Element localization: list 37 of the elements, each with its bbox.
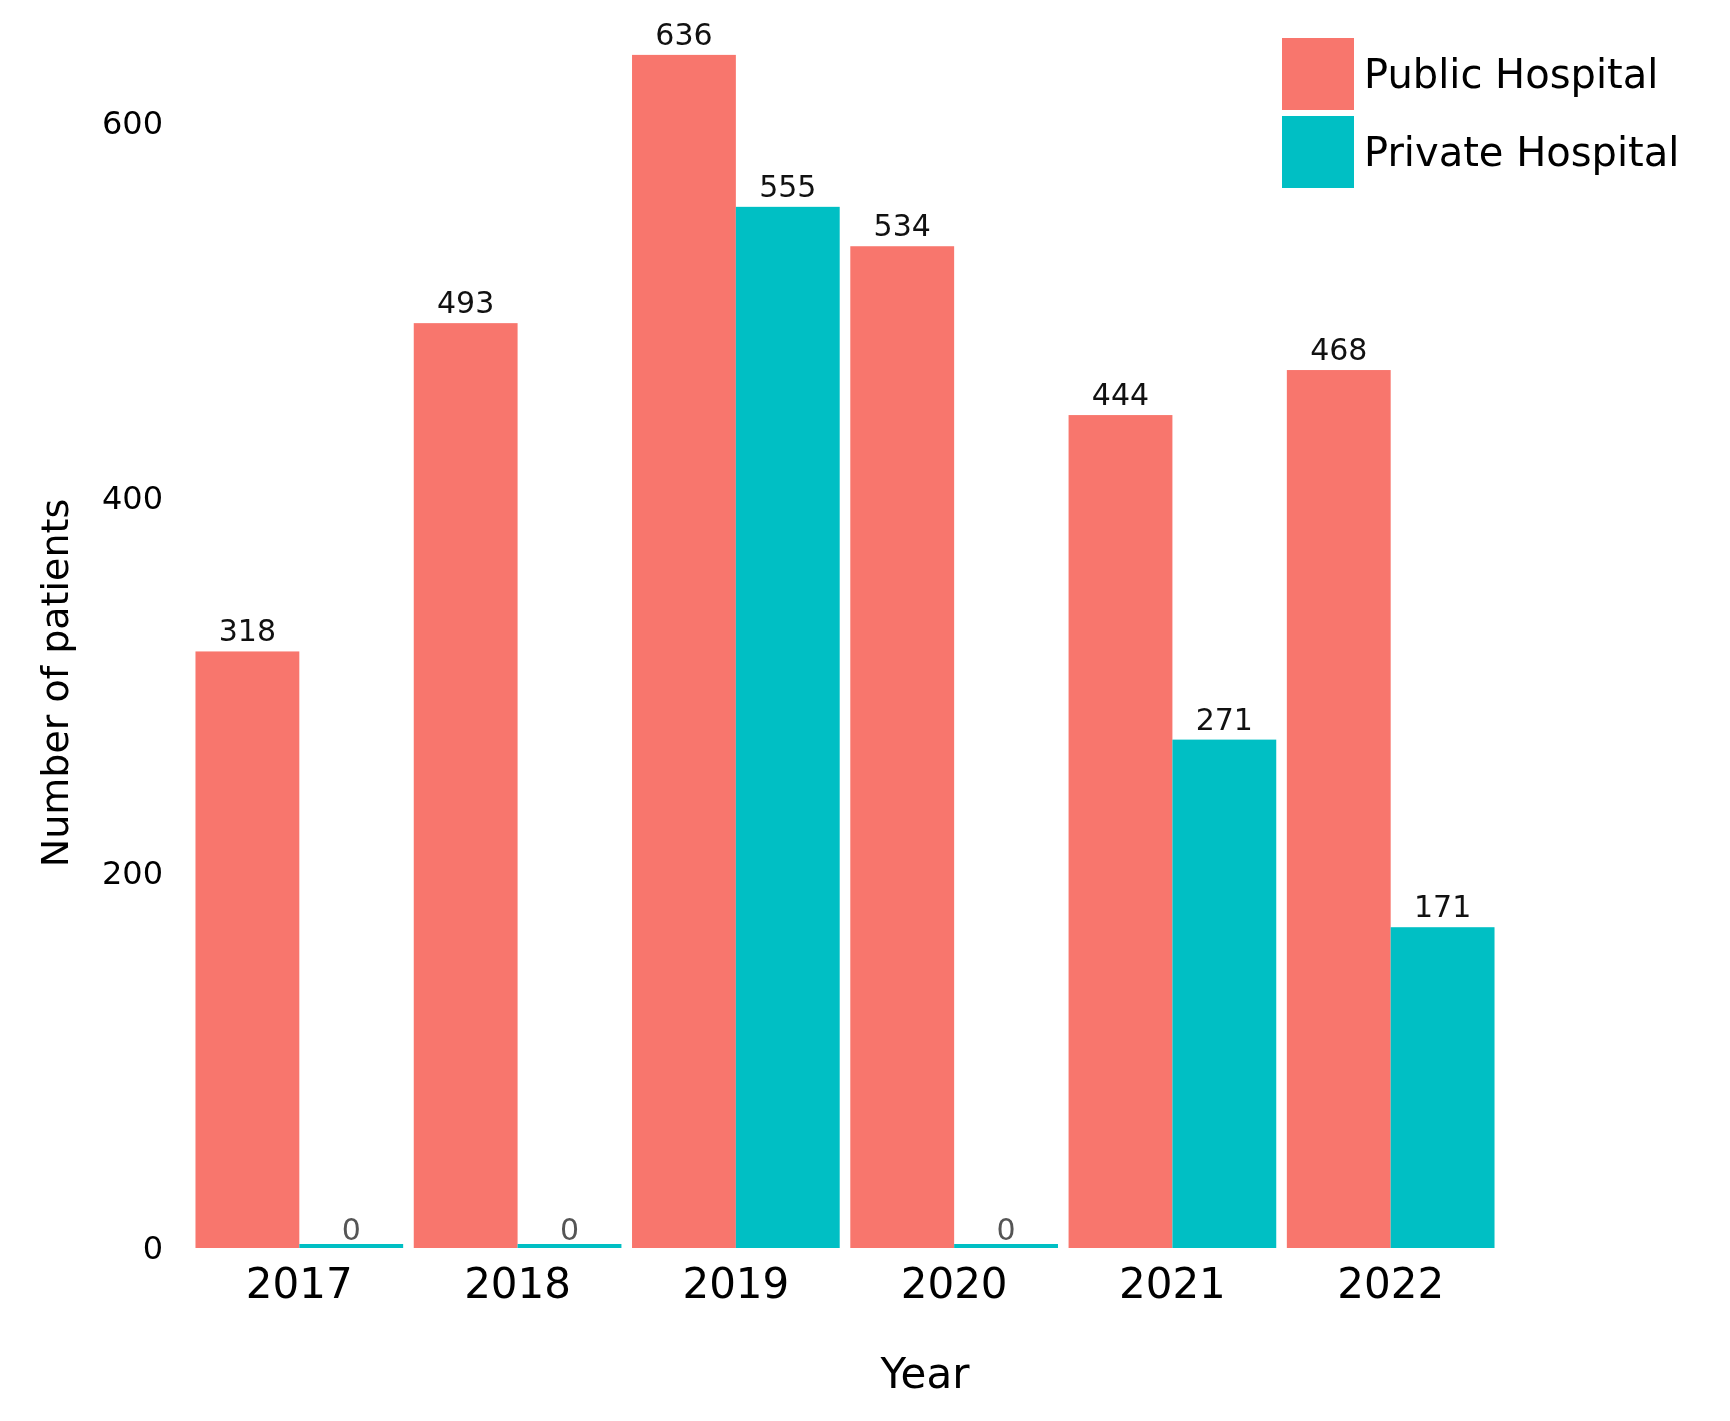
data-label: 318	[218, 613, 277, 649]
data-label: 171	[1413, 889, 1472, 925]
bar	[517, 1244, 622, 1248]
y-tick-label: 400	[101, 478, 163, 517]
data-label: 534	[873, 208, 931, 244]
bar	[195, 651, 300, 1248]
y-tick-label: 600	[101, 103, 163, 142]
bar	[1286, 370, 1391, 1248]
x-tick-label: 2022	[1337, 1259, 1445, 1308]
bar	[413, 323, 518, 1248]
data-label: 468	[1310, 332, 1368, 368]
data-label: 493	[437, 285, 495, 321]
bar	[850, 246, 955, 1248]
x-tick-label: 2021	[1118, 1259, 1226, 1308]
bar	[1172, 739, 1277, 1248]
y-tick-label: 0	[142, 1229, 163, 1268]
data-label: 0	[341, 1212, 361, 1247]
y-axis-title: Number of patients	[33, 498, 77, 868]
x-tick-label: 2020	[900, 1259, 1008, 1308]
data-label: 555	[759, 168, 817, 204]
legend-label: Public Hospital	[1364, 51, 1659, 97]
x-axis-title: Year	[879, 1349, 971, 1398]
bar	[1068, 415, 1173, 1248]
data-label: 636	[655, 16, 713, 52]
data-label: 271	[1195, 701, 1253, 737]
data-label: 444	[1091, 377, 1150, 413]
bar	[735, 206, 840, 1248]
y-tick-label: 200	[101, 854, 163, 893]
bar	[632, 54, 736, 1248]
bar	[299, 1244, 404, 1248]
x-tick-label: 2019	[682, 1259, 790, 1308]
bar	[954, 1244, 1058, 1248]
x-tick-label: 2017	[245, 1259, 353, 1308]
data-label: 0	[996, 1212, 1016, 1247]
legend-label: Private Hospital	[1364, 129, 1680, 175]
data-label: 0	[559, 1212, 580, 1247]
x-tick-label: 2018	[464, 1259, 572, 1308]
